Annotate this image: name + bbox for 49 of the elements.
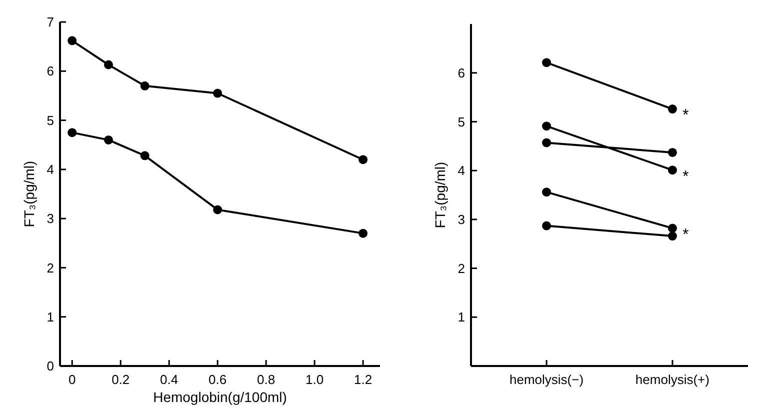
point — [104, 60, 113, 70]
x-tick-label: hemolysis(+) — [635, 372, 710, 387]
y-tick-label: 2 — [458, 260, 465, 276]
y-tick-label: 2 — [46, 260, 54, 276]
y-tick-label: 6 — [458, 65, 465, 80]
point — [668, 104, 677, 114]
y-axis-title: FT₃(pg/ml) — [432, 162, 448, 228]
y-tick-label: 7 — [46, 14, 54, 30]
x-tick-label: 0 — [68, 372, 76, 387]
point — [140, 81, 150, 90]
y-tick-label: 1 — [46, 309, 54, 324]
annotation: * — [682, 226, 689, 244]
y-tick-label: 5 — [46, 112, 54, 128]
y-axis-title: FT₃(pg/ml) — [21, 160, 37, 228]
y-tick-label: 1 — [458, 310, 465, 325]
point — [542, 122, 552, 131]
point — [68, 128, 77, 138]
point — [213, 205, 222, 214]
point — [104, 135, 113, 144]
point — [542, 188, 552, 197]
y-tick-label: 0 — [46, 358, 54, 374]
point — [668, 166, 677, 175]
y-tick-label: 4 — [46, 162, 54, 177]
y-tick-label: 5 — [458, 114, 465, 130]
point — [668, 148, 677, 157]
point — [68, 36, 77, 46]
y-tick-label: 3 — [458, 212, 465, 227]
x-tick-label: 0.6 — [208, 372, 227, 387]
x-tick-label: 0.2 — [112, 372, 130, 387]
annotation: * — [682, 107, 689, 124]
point — [213, 88, 222, 98]
y-tick-label: 3 — [46, 211, 54, 226]
point — [668, 224, 677, 233]
x-tick-label: 1.0 — [306, 372, 324, 387]
point — [542, 221, 552, 230]
x-tick-label: 0.4 — [160, 372, 178, 387]
point — [358, 155, 368, 164]
point — [542, 138, 552, 148]
x-tick-label: 0.8 — [257, 372, 276, 387]
x-tick-label: 1.2 — [354, 372, 372, 387]
x-axis-title: Hemoglobin(g/100ml) — [153, 389, 287, 405]
y-tick-label: 6 — [46, 64, 54, 79]
point — [140, 151, 150, 160]
y-tick-label: 4 — [458, 163, 465, 178]
annotation: * — [682, 168, 689, 186]
x-tick-label: hemolysis(−) — [510, 372, 584, 387]
point — [668, 232, 677, 241]
point — [358, 228, 368, 238]
point — [542, 58, 552, 68]
